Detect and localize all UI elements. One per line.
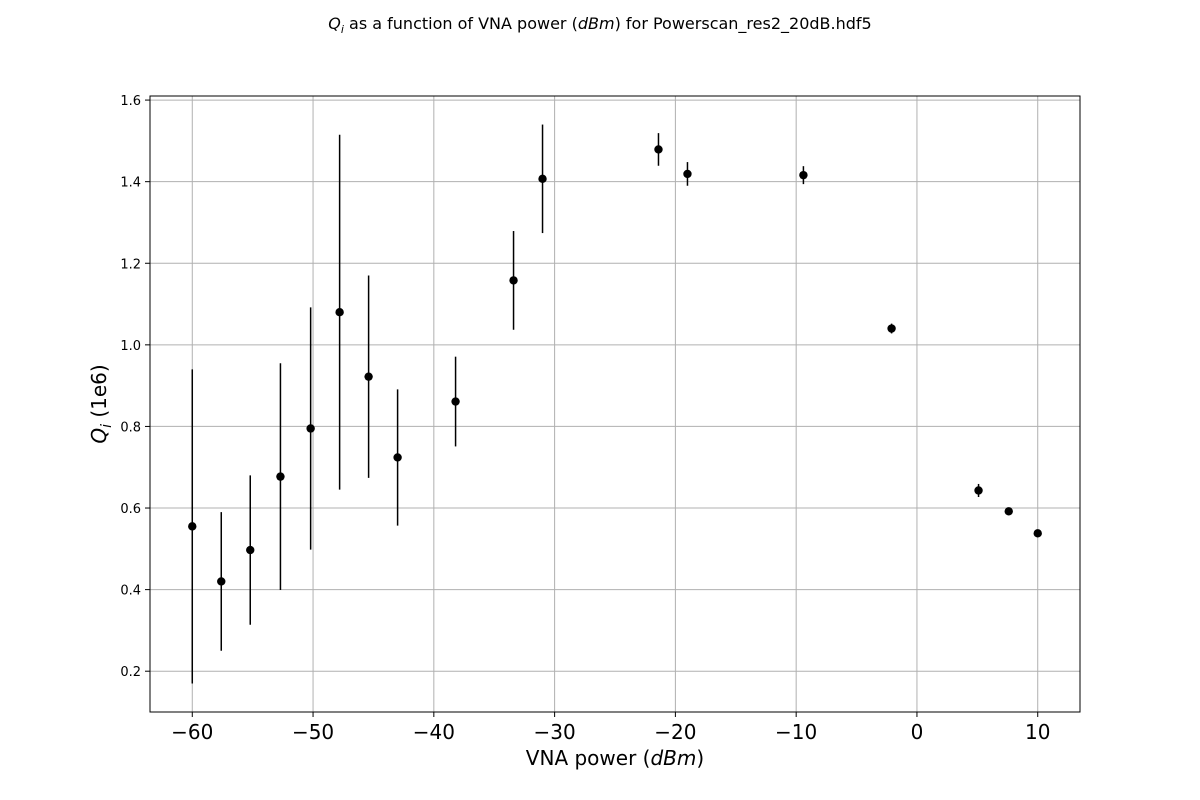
x-tick-label: −60: [171, 720, 213, 744]
data-point: [1033, 529, 1042, 538]
y-tick-label: 0.2: [120, 665, 141, 680]
x-tick-label: −50: [292, 720, 334, 744]
data-point: [276, 472, 285, 481]
x-tick-label: −20: [654, 720, 696, 744]
x-tick-label: −30: [534, 720, 576, 744]
y-tick-label: 1.4: [120, 176, 141, 191]
data-point: [799, 170, 808, 180]
axes-background: [150, 96, 1080, 712]
data-point: [683, 169, 692, 179]
chart-title: Qi as a function of VNA power (dBm) for …: [328, 14, 871, 36]
grid: [150, 96, 1080, 712]
x-tick-label: −40: [413, 720, 455, 744]
data-point: [509, 276, 518, 285]
x-axis-label: VNA power (dBm): [526, 746, 704, 770]
y-tick-label: 1.2: [120, 257, 141, 272]
x-axis-ticks: −60 −50 −40 −30 −20 −10 0 10: [171, 712, 1050, 744]
x-tick-label: 0: [911, 720, 924, 744]
y-tick-label: 0.4: [120, 584, 141, 599]
data-point: [188, 522, 197, 531]
data-point: [1004, 507, 1013, 516]
y-axis-ticks: 0.2 0.4 0.6 0.8 1.0 1.2 1.4 1.6: [120, 94, 150, 680]
y-axis-label: Qi (1e6): [87, 364, 115, 443]
y-tick-label: 1.6: [120, 94, 141, 109]
x-tick-label: 10: [1025, 720, 1050, 744]
data-point: [654, 145, 663, 154]
data-point: [538, 174, 547, 184]
data-point: [335, 308, 344, 317]
data-point: [393, 453, 402, 462]
data-point: [246, 545, 255, 555]
axes-frame: [149, 95, 1081, 713]
y-tick-label: 1.0: [120, 339, 141, 354]
data-point: [887, 324, 896, 333]
y-tick-label: 0.8: [120, 420, 141, 435]
data-point: [451, 397, 460, 406]
data-point: [217, 577, 226, 586]
data-point: [306, 424, 315, 433]
data-point: [364, 372, 373, 381]
data-point: [974, 486, 983, 495]
plot-area: [149, 95, 1081, 713]
x-tick-label: −10: [775, 720, 817, 744]
data-points: [188, 145, 1042, 586]
y-tick-label: 0.6: [120, 502, 141, 517]
